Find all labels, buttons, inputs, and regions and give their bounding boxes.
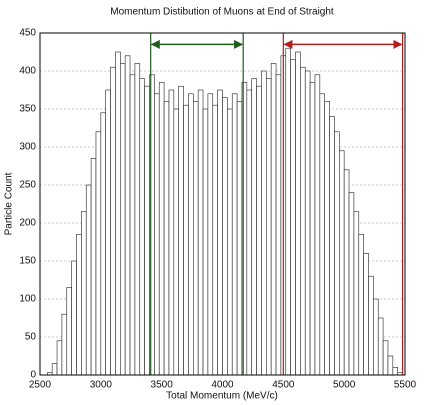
y-tick-label: 150 — [19, 256, 36, 267]
bar — [100, 112, 107, 376]
y-tick-label: 400 — [19, 66, 36, 77]
bar — [144, 85, 150, 376]
bar — [90, 158, 97, 376]
x-tick-label: 4000 — [211, 380, 234, 391]
bar — [290, 59, 296, 376]
y-axis-label: Particle Count — [4, 172, 15, 235]
bar — [300, 66, 306, 376]
y-tick-label: 50 — [25, 332, 37, 343]
y-tick-label: 0 — [30, 370, 36, 381]
bar — [134, 63, 141, 376]
bar — [115, 51, 121, 376]
bar — [207, 93, 214, 376]
bar — [363, 253, 369, 376]
bar — [348, 192, 355, 376]
bar — [295, 51, 301, 376]
bar — [71, 260, 77, 376]
x-tick-label: 5500 — [394, 380, 417, 391]
bar — [309, 82, 316, 376]
bar — [373, 298, 379, 376]
bar — [76, 234, 82, 376]
bar — [110, 66, 116, 376]
y-tick-label: 200 — [19, 218, 36, 229]
bar — [217, 89, 223, 376]
y-tick-label: 350 — [19, 104, 36, 115]
bar — [261, 70, 267, 376]
bar — [139, 78, 145, 376]
x-axis-label: Total Momentum (MeV/c) — [166, 391, 278, 402]
bar — [265, 78, 272, 376]
bar — [163, 101, 170, 376]
bar — [231, 93, 238, 376]
y-tick-label: 100 — [19, 294, 36, 305]
bar — [353, 211, 360, 376]
bar — [387, 355, 394, 376]
bar — [319, 93, 326, 376]
bar — [227, 108, 233, 376]
bar — [285, 47, 291, 376]
y-tick-label: 250 — [19, 180, 36, 191]
bar — [382, 340, 389, 376]
bar — [392, 367, 399, 376]
bar — [368, 275, 374, 376]
bar — [129, 74, 136, 376]
bar — [236, 101, 243, 376]
bar — [193, 101, 199, 376]
bar — [329, 116, 335, 376]
bar — [51, 363, 58, 376]
bar — [81, 211, 87, 376]
y-tick-label: 300 — [19, 142, 36, 153]
chart-title: Momentum Distibution of Muons at End of … — [110, 7, 334, 18]
bar — [343, 169, 350, 376]
bar — [56, 340, 63, 376]
bar — [256, 85, 262, 376]
bar — [173, 108, 179, 376]
x-tick-label: 3500 — [151, 380, 174, 391]
x-tick-label: 4500 — [272, 380, 295, 391]
y-tick-label: 450 — [19, 28, 36, 39]
bar — [358, 234, 364, 376]
x-tick-label: 2500 — [29, 380, 52, 391]
bar — [120, 63, 126, 376]
plot-frame — [39, 32, 406, 376]
bar — [154, 93, 160, 376]
bar — [222, 97, 228, 376]
x-tick-label: 3000 — [90, 380, 113, 391]
bar — [377, 317, 384, 376]
bar — [178, 85, 184, 376]
bar — [334, 131, 340, 376]
bar — [314, 74, 321, 376]
bar — [105, 89, 111, 376]
bar — [197, 89, 204, 376]
bar — [66, 287, 72, 376]
bar — [61, 313, 68, 376]
bar — [338, 150, 345, 376]
bar — [304, 70, 311, 376]
bar — [275, 74, 282, 376]
bar — [168, 89, 175, 376]
bar — [202, 108, 209, 376]
bar — [183, 104, 189, 376]
bar — [270, 63, 277, 376]
bar — [85, 184, 92, 376]
x-tick-label: 5000 — [333, 380, 356, 391]
bar — [188, 93, 194, 376]
bar — [246, 89, 252, 376]
bar — [212, 104, 218, 376]
bar — [95, 131, 102, 376]
bar — [158, 82, 165, 376]
bar — [251, 78, 257, 376]
bar — [324, 101, 330, 376]
bar — [124, 55, 131, 376]
